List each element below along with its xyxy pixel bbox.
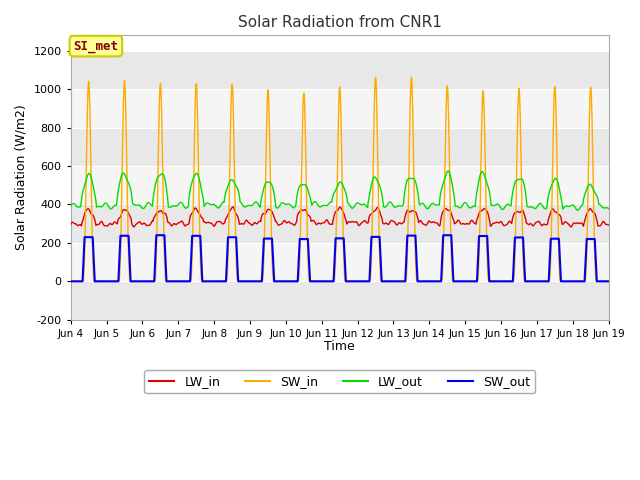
LW_in bbox=[229, 204, 237, 210]
LW_in bbox=[130, 224, 138, 230]
Bar bbox=[70, 243, 609, 281]
SW_in bbox=[460, 278, 468, 284]
LW_out bbox=[604, 205, 612, 211]
Title: Solar Radiation from CNR1: Solar Radiation from CNR1 bbox=[237, 15, 442, 30]
LW_out bbox=[460, 200, 468, 206]
LW_in bbox=[460, 221, 468, 227]
SW_in bbox=[163, 278, 171, 284]
LW_out bbox=[67, 204, 74, 209]
LW_in bbox=[605, 222, 612, 228]
SW_out bbox=[164, 278, 172, 284]
LW_out bbox=[319, 203, 327, 208]
SW_in bbox=[319, 278, 327, 284]
Bar bbox=[70, 204, 609, 243]
Bar bbox=[70, 166, 609, 204]
SW_out bbox=[152, 232, 160, 238]
SW_out bbox=[431, 278, 438, 284]
Y-axis label: Solar Radiation (W/m2): Solar Radiation (W/m2) bbox=[15, 105, 28, 251]
LW_out bbox=[444, 168, 452, 174]
SW_out bbox=[67, 278, 74, 284]
LW_out bbox=[163, 193, 171, 199]
SW_out bbox=[604, 278, 612, 284]
LW_out bbox=[605, 206, 612, 212]
LW_in bbox=[431, 219, 438, 225]
SW_out bbox=[491, 278, 499, 284]
Bar bbox=[70, 51, 609, 89]
SW_in bbox=[491, 278, 499, 284]
Bar bbox=[70, 128, 609, 166]
LW_out bbox=[491, 203, 499, 208]
SW_in bbox=[408, 74, 415, 80]
SW_in bbox=[604, 278, 612, 284]
LW_out bbox=[574, 207, 582, 213]
SW_out bbox=[320, 278, 328, 284]
LW_in bbox=[67, 222, 74, 228]
LW_in bbox=[164, 218, 172, 224]
Bar bbox=[70, 89, 609, 128]
LW_in bbox=[604, 222, 612, 228]
X-axis label: Time: Time bbox=[324, 340, 355, 353]
SW_out bbox=[605, 278, 612, 284]
SW_out bbox=[460, 278, 468, 284]
SW_in bbox=[431, 278, 438, 284]
Line: LW_in: LW_in bbox=[70, 207, 609, 227]
Line: SW_out: SW_out bbox=[70, 235, 609, 281]
LW_in bbox=[491, 220, 499, 226]
LW_out bbox=[431, 201, 438, 207]
Bar bbox=[70, 281, 609, 320]
Text: SI_met: SI_met bbox=[74, 39, 118, 53]
Line: SW_in: SW_in bbox=[70, 77, 609, 281]
Line: LW_out: LW_out bbox=[70, 171, 609, 210]
Legend: LW_in, SW_in, LW_out, SW_out: LW_in, SW_in, LW_out, SW_out bbox=[144, 370, 535, 393]
LW_in bbox=[320, 220, 328, 226]
SW_in bbox=[605, 278, 612, 284]
SW_in bbox=[67, 278, 74, 284]
